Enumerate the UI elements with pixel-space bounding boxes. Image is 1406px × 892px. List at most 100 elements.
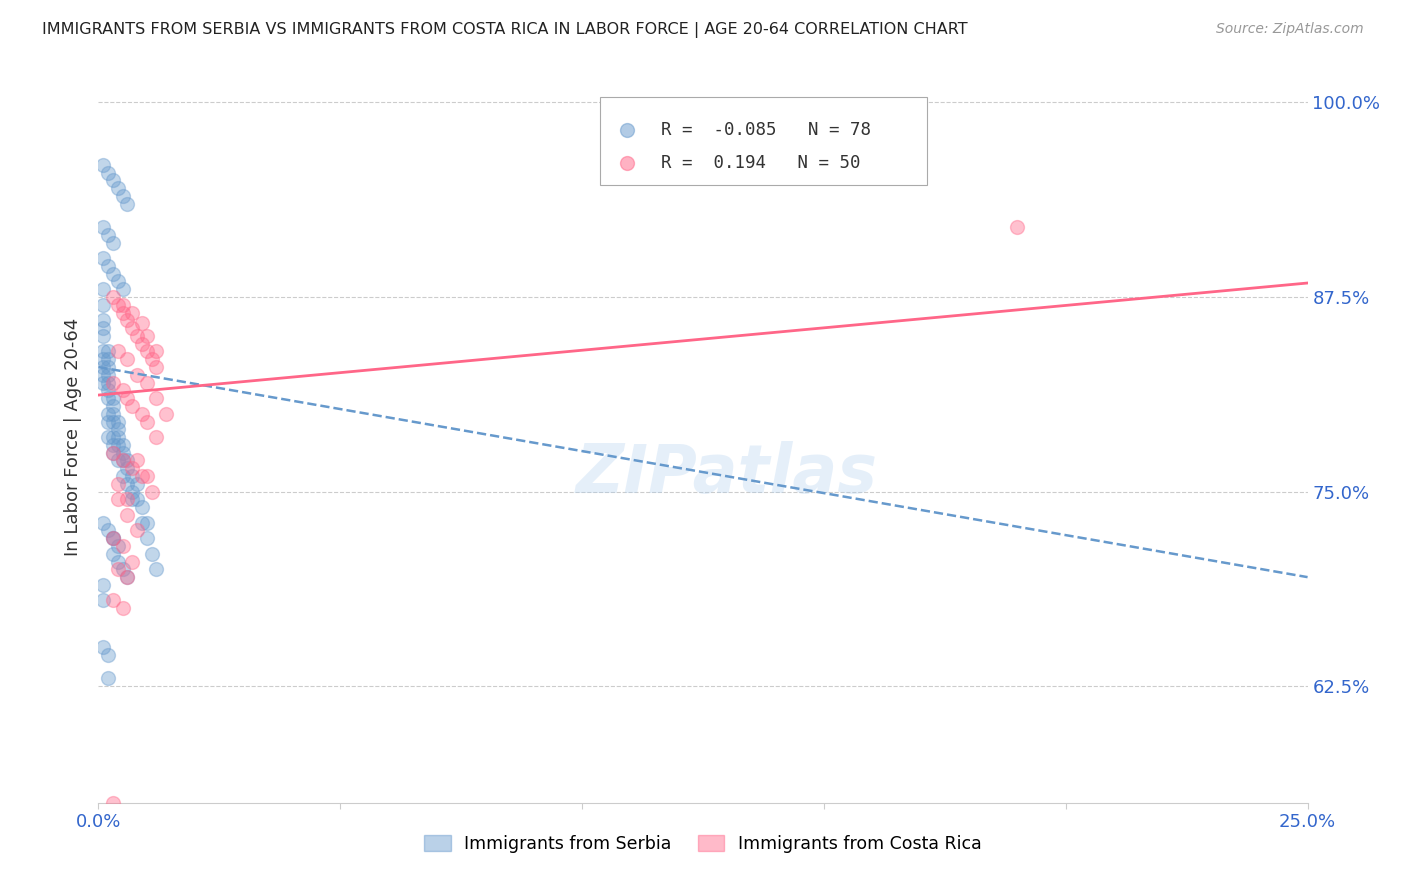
- Point: [117, 461, 139, 475]
- Point: [91, 329, 114, 343]
- Point: [107, 275, 129, 289]
- Point: [91, 219, 114, 234]
- Point: [97, 359, 120, 374]
- Point: [97, 430, 120, 444]
- Point: [91, 352, 114, 367]
- Point: [111, 469, 134, 483]
- Point: [91, 578, 114, 592]
- Text: Source: ZipAtlas.com: Source: ZipAtlas.com: [1216, 22, 1364, 37]
- Point: [91, 516, 114, 530]
- Point: [97, 165, 120, 179]
- Point: [131, 500, 153, 515]
- Point: [155, 407, 177, 421]
- Point: [101, 531, 124, 545]
- Point: [97, 648, 120, 662]
- Point: [121, 321, 143, 335]
- Point: [91, 313, 114, 327]
- Point: [101, 593, 124, 607]
- Point: [111, 189, 134, 203]
- Point: [111, 453, 134, 467]
- Point: [121, 555, 143, 569]
- Point: [111, 384, 134, 398]
- Point: [135, 516, 157, 530]
- Point: [97, 368, 120, 382]
- Point: [101, 391, 124, 405]
- Point: [117, 313, 139, 327]
- Point: [131, 469, 153, 483]
- Point: [91, 251, 114, 265]
- FancyBboxPatch shape: [600, 97, 927, 185]
- Point: [101, 173, 124, 187]
- Point: [107, 562, 129, 576]
- Point: [127, 453, 149, 467]
- Point: [127, 524, 149, 538]
- Point: [1007, 219, 1029, 234]
- Point: [97, 407, 120, 421]
- Point: [121, 469, 143, 483]
- Point: [91, 640, 114, 655]
- Point: [97, 376, 120, 390]
- Point: [117, 476, 139, 491]
- Point: [121, 399, 143, 413]
- Point: [107, 344, 129, 359]
- Point: [121, 492, 143, 507]
- Point: [135, 344, 157, 359]
- Point: [97, 259, 120, 273]
- Point: [117, 196, 139, 211]
- Y-axis label: In Labor Force | Age 20-64: In Labor Force | Age 20-64: [65, 318, 83, 557]
- Point: [91, 593, 114, 607]
- Point: [141, 547, 163, 561]
- Point: [135, 376, 157, 390]
- Point: [117, 453, 139, 467]
- Point: [145, 430, 167, 444]
- Point: [111, 282, 134, 296]
- Point: [101, 438, 124, 452]
- Point: [111, 445, 134, 459]
- Point: [117, 391, 139, 405]
- Point: [97, 671, 120, 685]
- Point: [101, 376, 124, 390]
- Point: [111, 562, 134, 576]
- Point: [91, 359, 114, 374]
- Text: IMMIGRANTS FROM SERBIA VS IMMIGRANTS FROM COSTA RICA IN LABOR FORCE | AGE 20-64 : IMMIGRANTS FROM SERBIA VS IMMIGRANTS FRO…: [42, 22, 967, 38]
- Point: [91, 344, 114, 359]
- Point: [101, 796, 124, 810]
- Point: [145, 344, 167, 359]
- Point: [101, 445, 124, 459]
- Point: [91, 321, 114, 335]
- Point: [121, 305, 143, 319]
- Point: [107, 842, 129, 856]
- Point: [135, 531, 157, 545]
- Point: [107, 298, 129, 312]
- Point: [97, 227, 120, 242]
- Point: [121, 484, 143, 499]
- Point: [107, 453, 129, 467]
- Point: [135, 415, 157, 429]
- Point: [97, 524, 120, 538]
- Text: R =  -0.085   N = 78: R = -0.085 N = 78: [661, 121, 870, 139]
- Point: [117, 570, 139, 584]
- Point: [117, 352, 139, 367]
- Point: [111, 539, 134, 553]
- Point: [101, 290, 124, 304]
- Point: [101, 531, 124, 545]
- Point: [131, 317, 153, 331]
- Point: [111, 438, 134, 452]
- Point: [91, 282, 114, 296]
- Point: [107, 422, 129, 436]
- Point: [97, 384, 120, 398]
- Point: [101, 547, 124, 561]
- Point: [91, 368, 114, 382]
- Point: [107, 476, 129, 491]
- Point: [107, 539, 129, 553]
- Point: [91, 158, 114, 172]
- Point: [97, 344, 120, 359]
- Point: [107, 430, 129, 444]
- Point: [131, 336, 153, 351]
- Point: [127, 329, 149, 343]
- Point: [127, 368, 149, 382]
- Point: [127, 492, 149, 507]
- Point: [131, 516, 153, 530]
- Point: [97, 391, 120, 405]
- Point: [101, 430, 124, 444]
